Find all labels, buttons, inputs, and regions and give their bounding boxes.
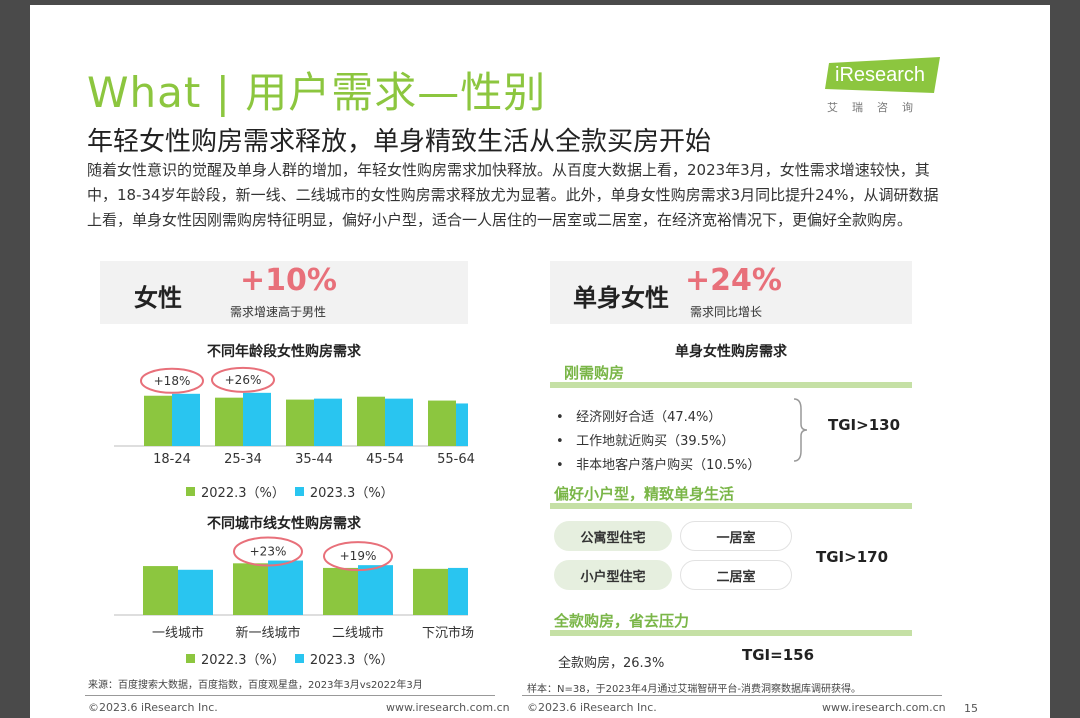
- rigid-item-2-text: 工作地就近购买（39.5%）: [576, 434, 735, 449]
- legend-label-2023: 2023.3（%）: [309, 486, 394, 501]
- bar-2023-3: [385, 398, 413, 446]
- single-demand-title: 单身女性购房需求: [675, 344, 787, 360]
- single-female-growth-note: 需求同比增长: [690, 305, 763, 319]
- x-tick-label: 下沉市场: [421, 626, 474, 641]
- rigid-bracket-icon: [793, 398, 808, 462]
- bar-2023-2: [358, 565, 393, 615]
- full-payment-item: 全款购房，26.3%: [558, 656, 665, 671]
- right-sample-note: 样本：N=38，于2023年4月通过艾瑞智研平台-消费洞察数据库调研获得。: [527, 684, 862, 695]
- rigid-tgi: TGI>130: [828, 416, 901, 434]
- female-growth-note: 需求增速高于男性: [230, 305, 327, 319]
- legend-label-2022: 2022.3（%）: [201, 653, 285, 668]
- age-chart-title: 不同年龄段女性购房需求: [207, 344, 361, 360]
- left-footer-url: www.iresearch.com.cn: [386, 701, 510, 714]
- city-chart: +23% +19%: [114, 536, 468, 616]
- rigid-item-1: • 经济刚好合适（47.4%）: [556, 410, 722, 425]
- pill-two-bedroom: 二居室: [680, 560, 792, 590]
- x-tick-label: 55-64: [437, 452, 475, 467]
- x-tick-label: 新一线城市: [235, 626, 301, 641]
- bar-2022-2: [323, 567, 358, 615]
- x-tick-label: 25-34: [224, 452, 262, 467]
- legend-swatch-2022: [186, 654, 195, 663]
- annotation-circle-1: [323, 541, 393, 572]
- female-summary-card: [100, 261, 468, 324]
- x-tick-label: 45-54: [366, 452, 404, 467]
- legend-label-2023: 2023.3（%）: [309, 653, 394, 668]
- logo-text: iResearch: [835, 64, 926, 86]
- section-rigid-demand-title: 刚需购房: [564, 364, 625, 382]
- small-unit-tgi: TGI>170: [816, 548, 889, 566]
- x-tick-label: 一线城市: [151, 626, 204, 641]
- annotation-circle-1: [211, 366, 275, 393]
- single-female-summary-card: [550, 261, 912, 324]
- logo-cn-text: 艾瑞咨询: [827, 101, 927, 114]
- right-footer-url: www.iresearch.com.cn: [822, 701, 946, 714]
- page-title: What | 用户需求—性别: [87, 68, 547, 117]
- rigid-item-3-text: 非本地客户落户购买（10.5%）: [576, 458, 761, 473]
- bar-2022-2: [286, 399, 314, 446]
- report-page: What | 用户需求—性别 年轻女性购房需求释放，单身精致生活从全款买房开始 …: [30, 5, 1050, 718]
- age-chart-xaxis: 18-24 25-34 35-44 45-54 55-64: [100, 452, 475, 470]
- pill-apartment: 公寓型住宅: [554, 521, 672, 551]
- annotation-label-0: +18%: [154, 374, 191, 388]
- rigid-item-1-text: 经济刚好合适（47.4%）: [576, 410, 722, 425]
- right-footer-divider: [522, 695, 942, 696]
- x-tick-label: 35-44: [295, 452, 333, 467]
- annotation-label-1: +19%: [340, 549, 377, 563]
- female-label: 女性: [134, 284, 182, 312]
- section-small-unit-title: 偏好小户型，精致单身生活: [554, 485, 735, 503]
- right-footer-copyright: ©2023.6 iResearch Inc.: [527, 701, 657, 714]
- legend-swatch-2023: [294, 654, 304, 663]
- age-chart: +18% +26%: [114, 366, 468, 447]
- annotation-circle-0: [140, 367, 204, 394]
- bar-2023-3: [448, 567, 468, 615]
- full-payment-tgi: TGI=156: [742, 646, 815, 664]
- section-small-unit-bar: [550, 503, 912, 509]
- legend-swatch-2022: [186, 487, 195, 496]
- single-female-label: 单身女性: [573, 284, 669, 312]
- x-tick-label: 二线城市: [331, 626, 384, 641]
- bar-2023-1: [268, 560, 303, 615]
- bar-2022-1: [233, 563, 268, 615]
- logo-shape: [825, 57, 940, 93]
- bar-2023-2: [314, 398, 342, 446]
- bar-2023-0: [178, 569, 213, 615]
- x-tick-label: 18-24: [153, 452, 191, 467]
- city-chart-title: 不同城市线女性购房需求: [207, 516, 361, 532]
- page-subtitle: 年轻女性购房需求释放，单身精致生活从全款买房开始: [87, 127, 712, 157]
- city-chart-xaxis: 一线城市 新一线城市 二线城市 下沉市场: [100, 622, 474, 641]
- single-female-growth-pct: +24%: [685, 263, 782, 298]
- bar-2022-0: [144, 395, 172, 446]
- intro-paragraph: 随着女性意识的觉醒及单身人群的增加，年轻女性购房需求加快释放。从百度大数据上看，…: [87, 161, 939, 229]
- rigid-item-3: • 非本地客户落户购买（10.5%）: [556, 458, 761, 473]
- section-rigid-demand-bar: [550, 382, 912, 388]
- bar-2022-3: [357, 396, 385, 446]
- bar-2022-0: [143, 566, 178, 615]
- bar-2022-3: [413, 568, 448, 615]
- bar-2023-0: [172, 393, 200, 446]
- section-full-payment-bar: [550, 630, 912, 636]
- bar-2023-4: [456, 403, 468, 446]
- left-footer-divider: [85, 695, 495, 696]
- pill-small-unit: 小户型住宅: [554, 560, 672, 590]
- bar-2023-1: [243, 392, 271, 446]
- section-full-payment-title: 全款购房，省去压力: [554, 612, 690, 630]
- legend-label-2022: 2022.3（%）: [201, 486, 285, 501]
- iresearch-logo: iResearch 艾瑞咨询: [825, 57, 945, 117]
- city-chart-legend: 2022.3（%） 2023.3（%）: [186, 649, 394, 668]
- female-growth-pct: +10%: [240, 263, 337, 298]
- pill-one-bedroom: 一居室: [680, 521, 792, 551]
- left-footer-copyright: ©2023.6 iResearch Inc.: [88, 701, 218, 714]
- annotation-label-0: +23%: [250, 545, 287, 559]
- left-source-note: 来源：百度搜索大数据，百度指数，百度观星盘，2023年3月vs2022年3月: [88, 680, 423, 691]
- bar-2022-4: [428, 400, 456, 446]
- age-chart-legend: 2022.3（%） 2023.3（%）: [186, 482, 394, 501]
- bar-2022-1: [215, 397, 243, 446]
- annotation-label-1: +26%: [225, 373, 262, 387]
- rigid-item-2: • 工作地就近购买（39.5%）: [556, 434, 735, 449]
- annotation-circle-0: [233, 536, 303, 567]
- page-number: 15: [964, 702, 978, 715]
- legend-swatch-2023: [294, 487, 304, 496]
